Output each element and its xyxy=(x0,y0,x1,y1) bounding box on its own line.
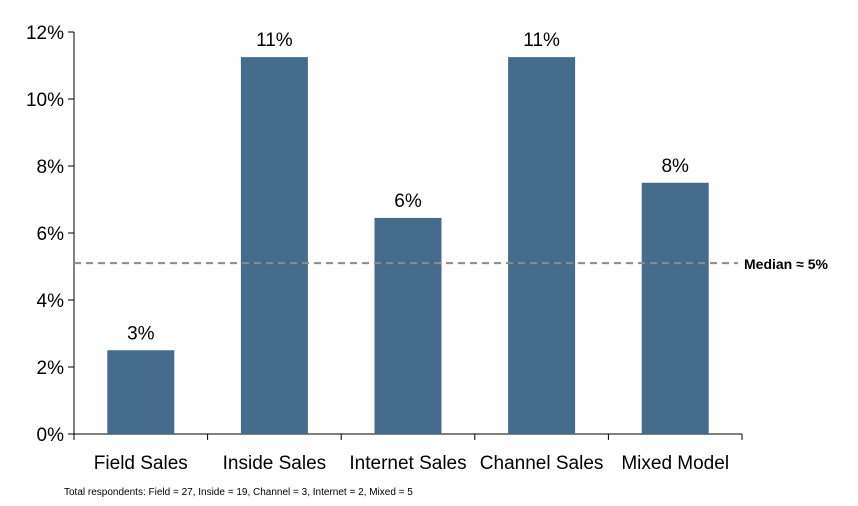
data-label: 8% xyxy=(661,156,689,177)
y-tick-label: 10% xyxy=(26,90,64,111)
y-tick-label: 6% xyxy=(37,224,65,245)
category-label: Mixed Model xyxy=(621,453,729,474)
bar xyxy=(240,57,308,434)
y-tick-label: 4% xyxy=(37,291,65,312)
bar xyxy=(641,182,709,434)
y-tick-label: 0% xyxy=(37,425,65,446)
y-tick-label: 8% xyxy=(37,157,65,178)
bars xyxy=(107,57,709,434)
bar xyxy=(107,350,175,434)
data-labels: 3% 11% 6% 11% 8% xyxy=(127,30,689,344)
median-label: Median ≈ 5% xyxy=(744,256,828,272)
footnote: Total respondents: Field = 27, Inside = … xyxy=(64,487,413,498)
category-label: Channel Sales xyxy=(480,453,604,474)
bar xyxy=(374,217,442,434)
bar xyxy=(508,57,576,434)
category-label: Internet Sales xyxy=(349,453,466,474)
median-reference: Median ≈ 5% xyxy=(74,256,828,272)
y-tick-label: 12% xyxy=(26,23,64,44)
data-label: 6% xyxy=(394,191,422,212)
y-tick-label: 2% xyxy=(37,358,65,379)
data-label: 11% xyxy=(523,30,560,51)
data-label: 11% xyxy=(256,30,293,51)
category-label: Inside Sales xyxy=(223,453,327,474)
data-label: 3% xyxy=(127,323,155,344)
y-axis: 0% 2% 4% 6% 8% 10% 12% xyxy=(26,23,75,446)
category-label: Field Sales xyxy=(94,453,188,474)
x-axis: Field Sales Inside Sales Internet Sales Cha… xyxy=(73,433,743,474)
